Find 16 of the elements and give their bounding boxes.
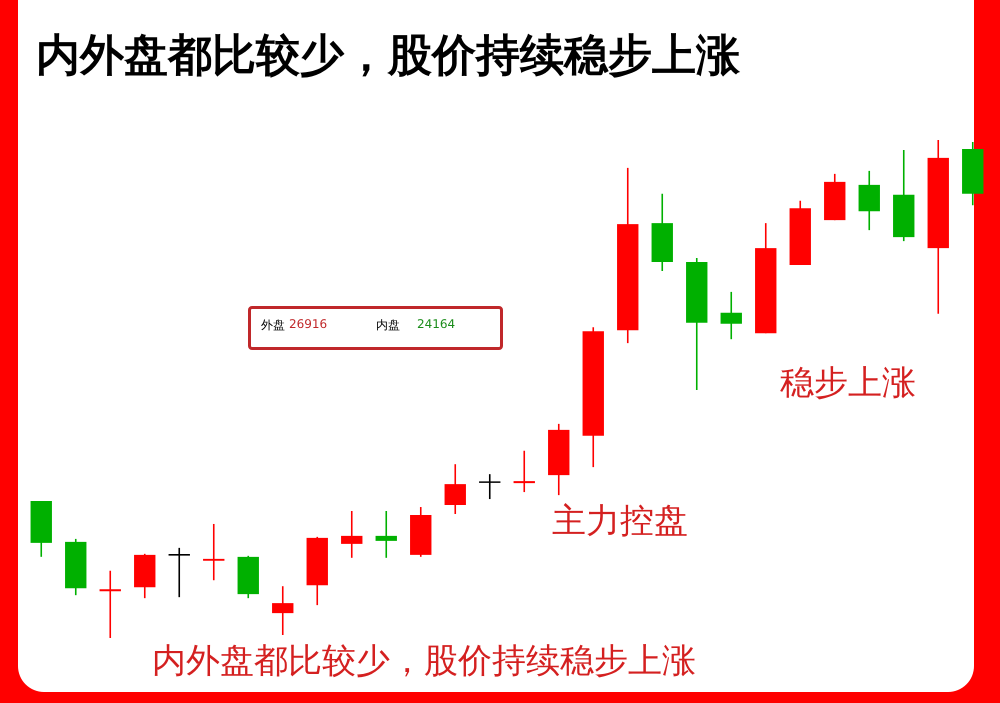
- annotation: 内盘: [376, 317, 400, 334]
- candlestick: [444, 463, 466, 515]
- chart-title: 内外盘都比较少，股价持续稳步上涨: [36, 29, 740, 83]
- candlestick: [203, 523, 224, 582]
- candlestick: [720, 291, 742, 340]
- annotation: 稳步上涨: [780, 362, 916, 405]
- annotation: 26916: [289, 317, 328, 331]
- candlestick: [376, 510, 397, 559]
- annotation: 24164: [417, 317, 456, 331]
- candlestick: [341, 510, 362, 559]
- text: 内外盘都比较少，股价持续稳步上涨: [152, 640, 696, 683]
- candlestick: [514, 450, 535, 493]
- annotation: 主力控盘: [552, 500, 688, 543]
- candlestick: [100, 570, 121, 639]
- candlestick: [272, 585, 294, 636]
- annotation: 外盘: [261, 317, 285, 334]
